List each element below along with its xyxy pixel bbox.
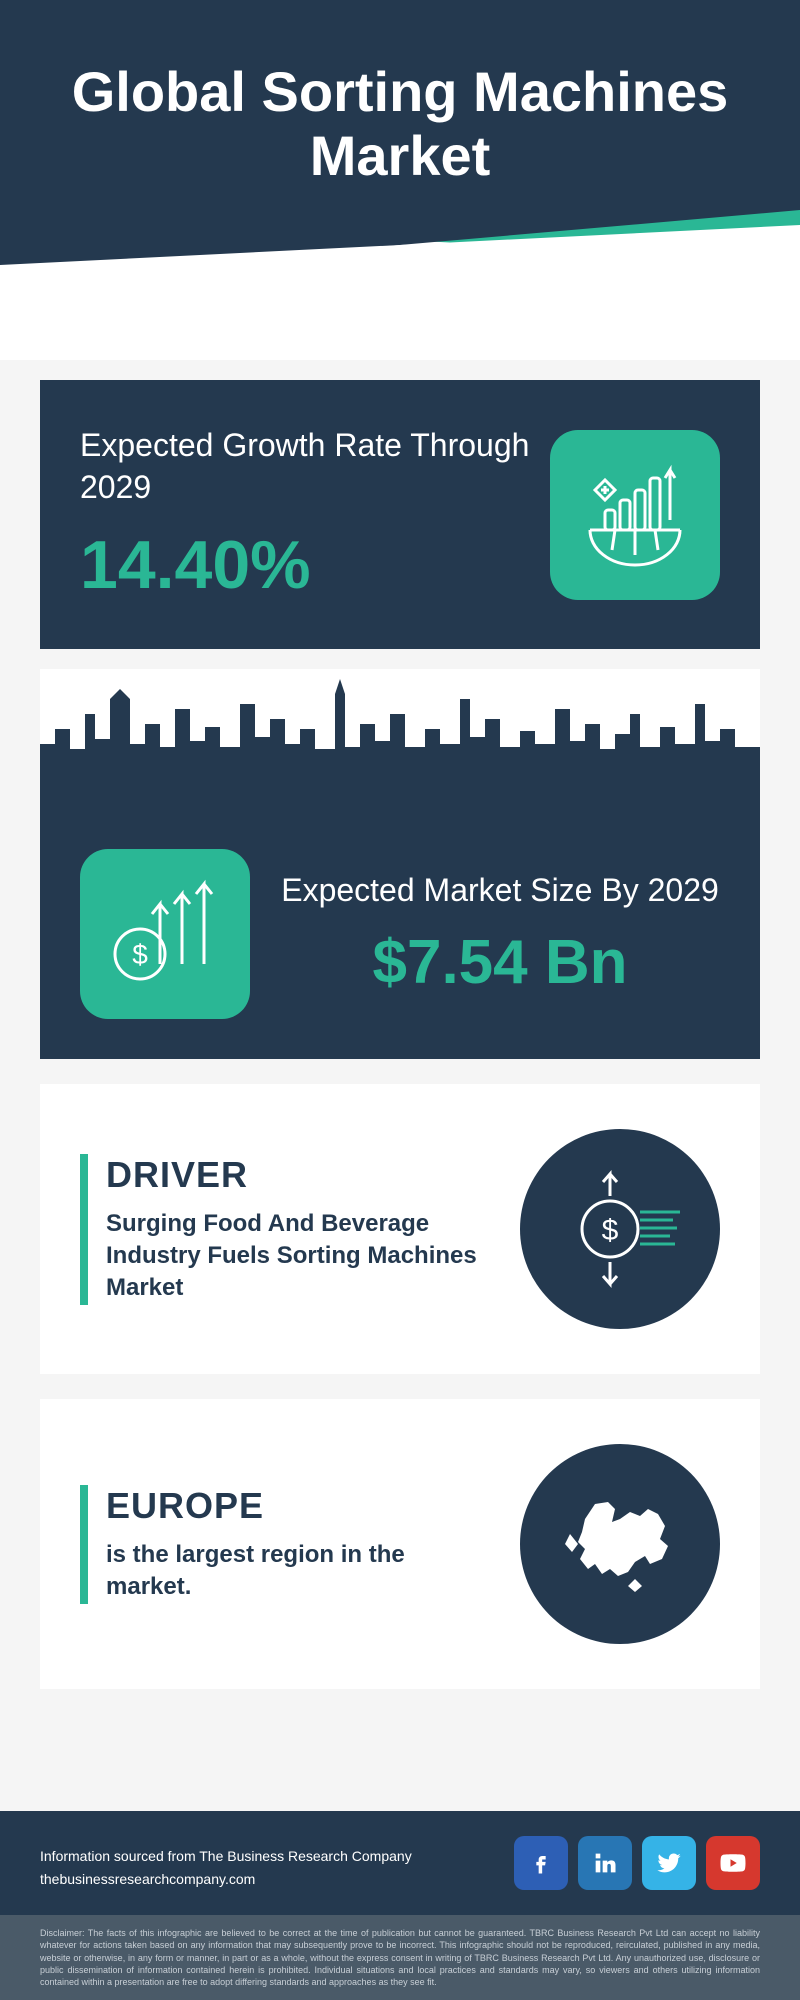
footer-info: Information sourced from The Business Re…	[40, 1846, 412, 1890]
region-title: EUROPE	[106, 1485, 490, 1527]
svg-text:$: $	[132, 939, 148, 970]
region-section: EUROPE is the largest region in the mark…	[40, 1399, 760, 1689]
driver-title: DRIVER	[106, 1154, 490, 1196]
growth-rate-label: Expected Growth Rate Through 2029	[80, 425, 550, 508]
linkedin-icon[interactable]	[578, 1836, 632, 1890]
growth-rate-section: Expected Growth Rate Through 2029 14.40%	[40, 380, 760, 649]
driver-text: Surging Food And Beverage Industry Fuels…	[106, 1208, 490, 1305]
dollar-arrows-icon: $	[80, 849, 250, 1019]
market-size-label: Expected Market Size By 2029	[280, 870, 720, 912]
skyline-divider	[40, 669, 760, 809]
market-size-value: $7.54 Bn	[280, 927, 720, 998]
growth-rate-value: 14.40%	[80, 526, 550, 604]
main-title: Global Sorting Machines Market	[0, 60, 800, 189]
europe-map-icon	[520, 1444, 720, 1644]
svg-text:$: $	[602, 1214, 619, 1247]
dollar-cycle-icon: $	[520, 1129, 720, 1329]
youtube-icon[interactable]	[706, 1836, 760, 1890]
growth-chart-globe-icon	[550, 430, 720, 600]
footer-website: thebusinessresearchcompany.com	[40, 1869, 412, 1890]
header: Global Sorting Machines Market	[0, 0, 800, 360]
market-size-section: $ Expected Market Size By 2029 $7.54 Bn	[40, 809, 760, 1059]
region-text: is the largest region in the market.	[106, 1539, 490, 1604]
disclaimer-text: Disclaimer: The facts of this infographi…	[0, 1915, 800, 2000]
social-links	[514, 1836, 760, 1890]
facebook-icon[interactable]	[514, 1836, 568, 1890]
footer-source: Information sourced from The Business Re…	[40, 1846, 412, 1867]
twitter-icon[interactable]	[642, 1836, 696, 1890]
driver-section: DRIVER Surging Food And Beverage Industr…	[40, 1084, 760, 1374]
footer: Information sourced from The Business Re…	[0, 1811, 800, 2000]
